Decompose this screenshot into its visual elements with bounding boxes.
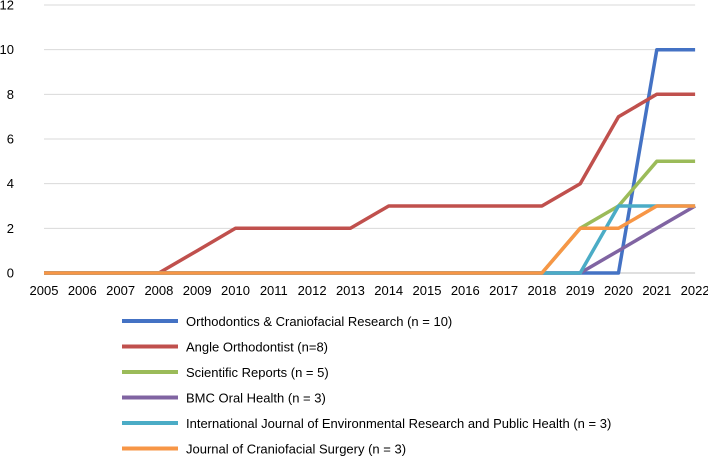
- y-tick-label: 2: [7, 221, 14, 236]
- legend-label: Scientific Reports (n = 5): [186, 365, 329, 380]
- legend-label: Angle Orthodontist (n=8): [186, 340, 328, 355]
- series-line-5: [44, 204, 696, 275]
- legend-label: BMC Oral Health (n = 3): [186, 391, 326, 406]
- x-tick-label: 2022: [681, 283, 708, 298]
- x-tick-label: 2008: [144, 283, 173, 298]
- x-tick-label: 2021: [642, 283, 671, 298]
- x-tick-label: 2011: [260, 283, 288, 298]
- x-tick-label: 2019: [566, 283, 595, 298]
- x-tick-label: 2016: [451, 283, 480, 298]
- x-tick-label: 2007: [106, 283, 135, 298]
- y-tick-label: 0: [7, 266, 14, 281]
- y-tick-label: 8: [7, 87, 14, 102]
- legend-label: International Journal of Environmental R…: [186, 416, 611, 431]
- x-tick-label: 2010: [221, 283, 250, 298]
- x-tick-label: 2009: [183, 283, 212, 298]
- x-tick-label: 2014: [374, 283, 403, 298]
- x-tick-label: 2015: [413, 283, 442, 298]
- y-tick-label: 10: [0, 42, 14, 57]
- x-tick-label: 2006: [68, 283, 97, 298]
- x-tick-label: 2005: [30, 283, 59, 298]
- legend-label: Journal of Craniofacial Surgery (n = 3): [186, 442, 406, 457]
- y-tick-label: 6: [7, 132, 14, 147]
- x-tick-label: 2012: [298, 283, 327, 298]
- legend-label: Orthodontics & Craniofacial Research (n …: [186, 314, 452, 329]
- x-tick-label: 2017: [489, 283, 518, 298]
- y-tick-label: 12: [0, 0, 14, 13]
- x-tick-label: 2018: [527, 283, 556, 298]
- y-tick-label: 4: [7, 176, 14, 191]
- x-tick-label: 2020: [604, 283, 633, 298]
- x-tick-label: 2013: [336, 283, 365, 298]
